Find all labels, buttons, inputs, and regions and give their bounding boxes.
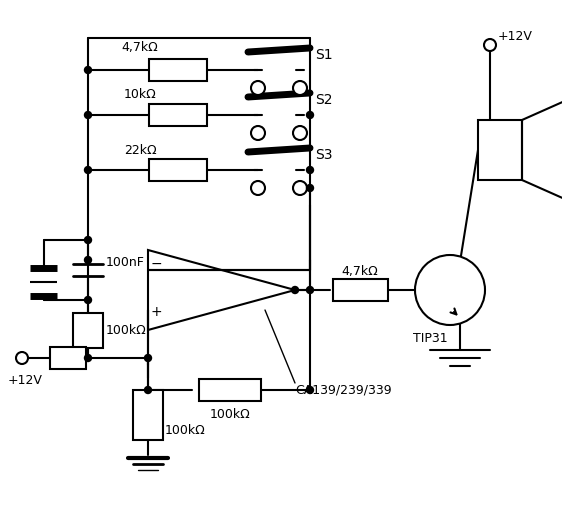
Text: +: +: [150, 305, 162, 319]
Text: S2: S2: [315, 93, 333, 107]
Circle shape: [306, 387, 314, 394]
Text: 10kΩ: 10kΩ: [124, 88, 156, 101]
Text: S1: S1: [315, 48, 333, 62]
Text: 100kΩ: 100kΩ: [106, 323, 147, 337]
Circle shape: [415, 255, 485, 325]
Circle shape: [144, 387, 152, 394]
Circle shape: [144, 355, 152, 361]
Text: −: −: [150, 257, 162, 271]
Circle shape: [306, 112, 314, 119]
Circle shape: [84, 256, 92, 264]
Text: S3: S3: [315, 148, 333, 162]
Bar: [149, 104, 207, 126]
Text: 4,7kΩ: 4,7kΩ: [121, 42, 158, 54]
Circle shape: [292, 286, 298, 293]
Text: +12V: +12V: [8, 374, 43, 387]
Bar: [333, 279, 388, 301]
Circle shape: [84, 112, 92, 119]
Text: 100kΩ: 100kΩ: [210, 409, 251, 421]
Circle shape: [16, 352, 28, 364]
Text: +12V: +12V: [498, 30, 533, 44]
Text: TIP31: TIP31: [413, 332, 447, 344]
Circle shape: [84, 167, 92, 174]
Circle shape: [84, 355, 92, 361]
Bar: [478, 120, 522, 180]
Bar: [149, 59, 207, 81]
Circle shape: [84, 66, 92, 74]
Circle shape: [484, 39, 496, 51]
Text: 4,7kΩ: 4,7kΩ: [342, 266, 378, 279]
Text: 22kΩ: 22kΩ: [124, 143, 156, 156]
Circle shape: [251, 181, 265, 195]
Circle shape: [306, 185, 314, 192]
Bar: [50, 347, 86, 369]
Text: 100nF: 100nF: [106, 255, 145, 268]
Circle shape: [84, 297, 92, 303]
Text: CA139/239/339: CA139/239/339: [295, 383, 392, 396]
Circle shape: [306, 286, 314, 293]
Bar: [133, 390, 163, 440]
Circle shape: [293, 81, 307, 95]
Bar: [199, 379, 261, 401]
Circle shape: [251, 81, 265, 95]
Circle shape: [293, 181, 307, 195]
Text: 100kΩ: 100kΩ: [165, 424, 206, 436]
Circle shape: [251, 126, 265, 140]
Circle shape: [293, 126, 307, 140]
Circle shape: [84, 236, 92, 244]
Bar: [149, 159, 207, 181]
Bar: [73, 313, 103, 347]
Circle shape: [306, 167, 314, 174]
